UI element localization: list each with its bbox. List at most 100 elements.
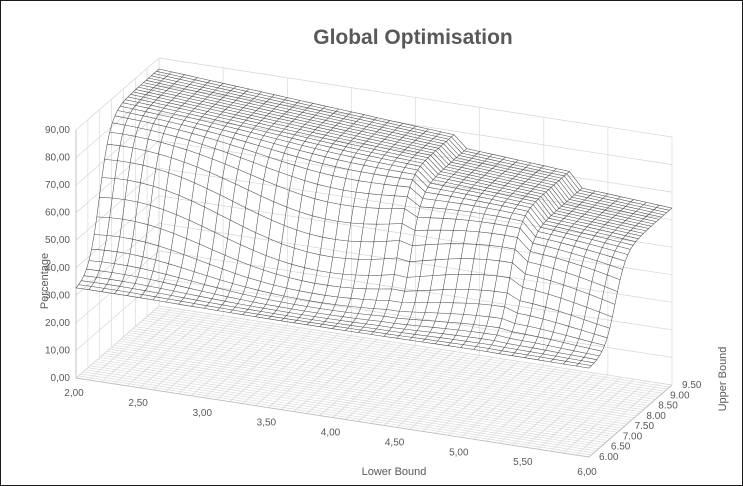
floor-gridline (550, 378, 634, 452)
floor-gridline (125, 334, 639, 415)
surface-line (268, 111, 352, 319)
floor-gridline (319, 343, 403, 416)
surface-line (332, 125, 416, 329)
surface-line (319, 123, 403, 327)
floor-gridline (268, 335, 352, 408)
surface-line (204, 97, 288, 309)
floor-gridline (80, 373, 594, 454)
floor-gridline (576, 382, 660, 456)
z-tick-label: 30,00 (45, 290, 70, 301)
z-axis-ticks: 0,00 10,00 20,00 30,00 40,00 50,00 60,00 70,00 8… (45, 125, 70, 384)
floor-gridline (109, 348, 623, 429)
surface-line (127, 96, 641, 237)
floor-gridline (370, 351, 455, 424)
x-tick-label: 5,50 (513, 457, 533, 468)
floor-gridline (383, 353, 467, 426)
floor-gridline (111, 346, 625, 427)
y-tick-label: 8.50 (658, 401, 678, 412)
side-wall-gridline (75, 250, 160, 324)
surface-line (127, 80, 211, 296)
gridlines (75, 57, 673, 458)
floor-gridline (151, 311, 665, 392)
surface-line (255, 108, 339, 317)
floor-gridline (242, 331, 326, 404)
floor-gridline (486, 368, 570, 442)
y-tick-label: 9.50 (682, 380, 702, 391)
surface-line (165, 88, 249, 303)
floor-gridline (144, 318, 658, 398)
x-tick-label: 4,00 (321, 428, 341, 439)
surface-line (281, 114, 365, 321)
chart-title: Global Optimisation (313, 26, 513, 49)
y-tick-label: 7.00 (623, 431, 643, 442)
floor-gridline (88, 307, 172, 381)
floor-gridline (121, 338, 635, 419)
floor-gridline (106, 351, 620, 431)
x-tick-label: 3,00 (193, 408, 213, 419)
surface-line (75, 68, 160, 289)
floor-gridline (178, 321, 262, 395)
floor-gridline (99, 357, 613, 437)
surface-line (88, 71, 172, 290)
surface-line (139, 83, 224, 298)
x-tick-label: 5,00 (449, 447, 469, 458)
y-axis-title: Upper Bound (717, 347, 729, 412)
floor-gridline (142, 320, 656, 400)
floor-gridline (130, 330, 644, 410)
surface-line (511, 190, 596, 356)
floor-gridline (92, 363, 606, 443)
floor-gridline (447, 363, 532, 436)
surface-line (178, 91, 262, 305)
floor-gridline (127, 313, 211, 387)
surface-line (114, 77, 198, 294)
floor-gridline (332, 345, 416, 418)
floor-gridline (422, 359, 506, 432)
side-wall-gridline (75, 140, 160, 213)
floor-gridline (113, 344, 627, 425)
y-tick-label: 8.00 (646, 411, 666, 422)
z-tick-label: 40,00 (45, 263, 70, 274)
floor-gridline (524, 374, 609, 448)
floor-gridline (137, 324, 651, 404)
floor-gridline (147, 316, 661, 396)
floor-gridline (152, 317, 237, 391)
surface-line (486, 171, 570, 352)
x-tick-label: 3,50 (257, 418, 277, 429)
floor-gridline (204, 325, 288, 399)
floor-gridline (255, 333, 339, 406)
surface-line (229, 103, 314, 313)
floor-gridline (229, 329, 314, 402)
surface-line (434, 159, 519, 344)
floor-gridline (191, 323, 275, 397)
floor-gridline (149, 313, 663, 394)
x-tick-label: 2,00 (64, 388, 84, 399)
surface-line (109, 131, 623, 270)
floor-gridline (396, 355, 480, 428)
surface-line (358, 131, 442, 333)
floor-gridline (118, 340, 632, 421)
y-tick-label: 6.00 (599, 452, 619, 463)
floor-gridline (116, 342, 630, 423)
surface-line (345, 128, 429, 331)
surface-line (524, 193, 609, 358)
floor-gridline (128, 332, 642, 412)
floor-gridline (85, 369, 599, 450)
surface-line (151, 75, 665, 216)
x-tick-label: 4,50 (385, 437, 405, 448)
z-tick-label: 60,00 (45, 208, 70, 219)
surface-line (191, 94, 275, 307)
surface-line (396, 151, 480, 339)
floor-gridline (94, 361, 609, 441)
surface-line (101, 74, 185, 292)
surface-line (550, 199, 634, 363)
floor-gridline (97, 359, 611, 439)
surface-line (306, 120, 390, 325)
floor-gridline (154, 309, 668, 390)
side-wall-gridline (75, 57, 160, 131)
z-axis-title: Percentage (39, 253, 51, 309)
surface-line (370, 134, 455, 335)
y-axis-ticks: 6.006.507.007.508.008.509.009.50 (599, 380, 702, 463)
surface-line (576, 204, 660, 367)
side-wall-gridline (75, 278, 160, 351)
